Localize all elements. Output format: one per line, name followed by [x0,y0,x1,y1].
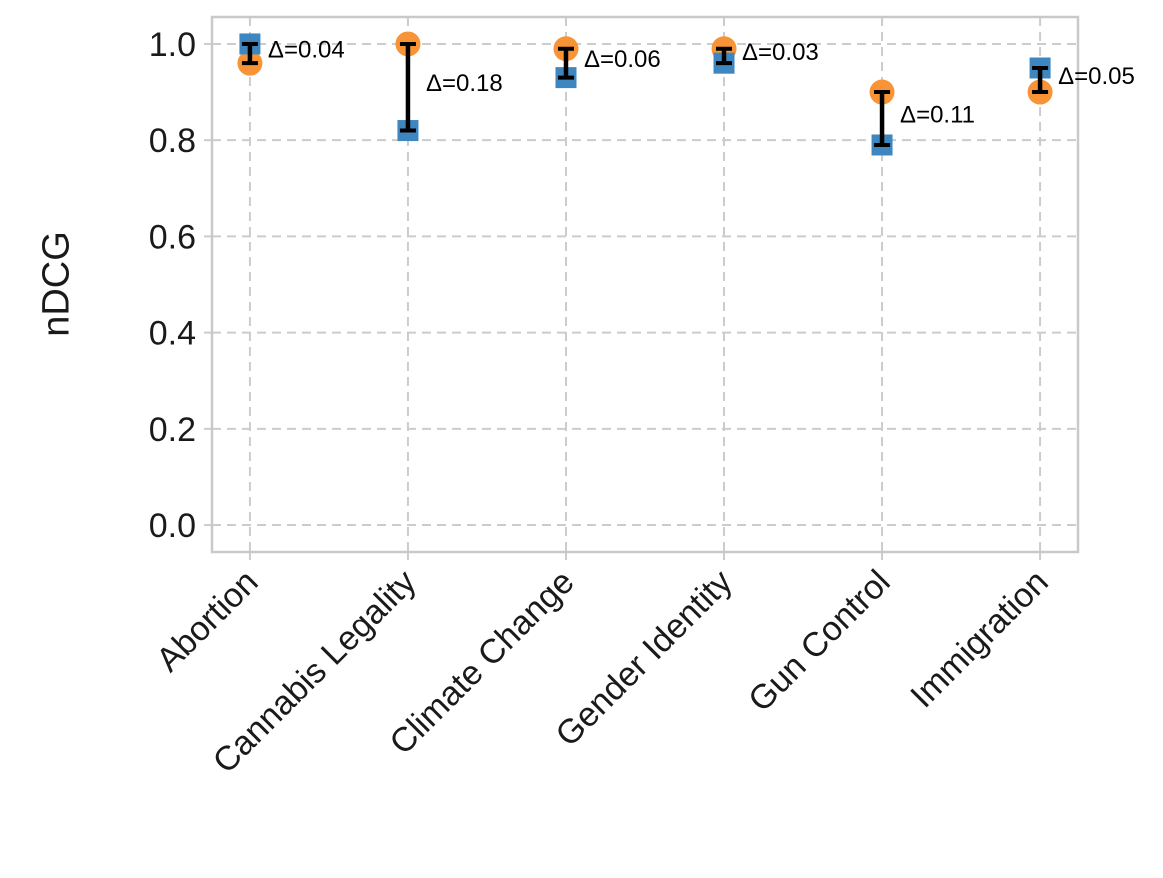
tick-marks [204,42,1042,560]
y-tick-label: 0.8 [149,122,196,160]
delta-annotation: Δ=0.05 [1058,63,1135,90]
x-tick-label: Gun Control [741,563,898,720]
delta-annotation: Δ=0.04 [268,37,345,64]
error-bars [241,41,1049,147]
delta-annotation: Δ=0.06 [584,46,661,73]
y-tick-label: 1.0 [149,26,196,64]
delta-annotation: Δ=0.18 [426,70,503,97]
annotations: Δ=0.04 Δ=0.18 Δ=0.06 Δ=0.03 Δ=0.11 Δ=0.05 [268,37,1135,129]
y-tick-label: 0.4 [149,315,196,353]
x-tick-label: Immigration [903,563,1055,715]
x-tick-label: Abortion [149,563,265,679]
delta-annotation: Δ=0.11 [900,102,975,129]
gridlines [212,17,1078,552]
plot-border [210,15,1080,554]
y-axis-label: nDCG [35,231,78,337]
y-tick-label: 0.6 [149,218,196,256]
delta-annotation: Δ=0.03 [742,39,819,66]
y-tick-label: 0.0 [149,507,196,545]
y-tick-label: 0.2 [149,411,196,449]
